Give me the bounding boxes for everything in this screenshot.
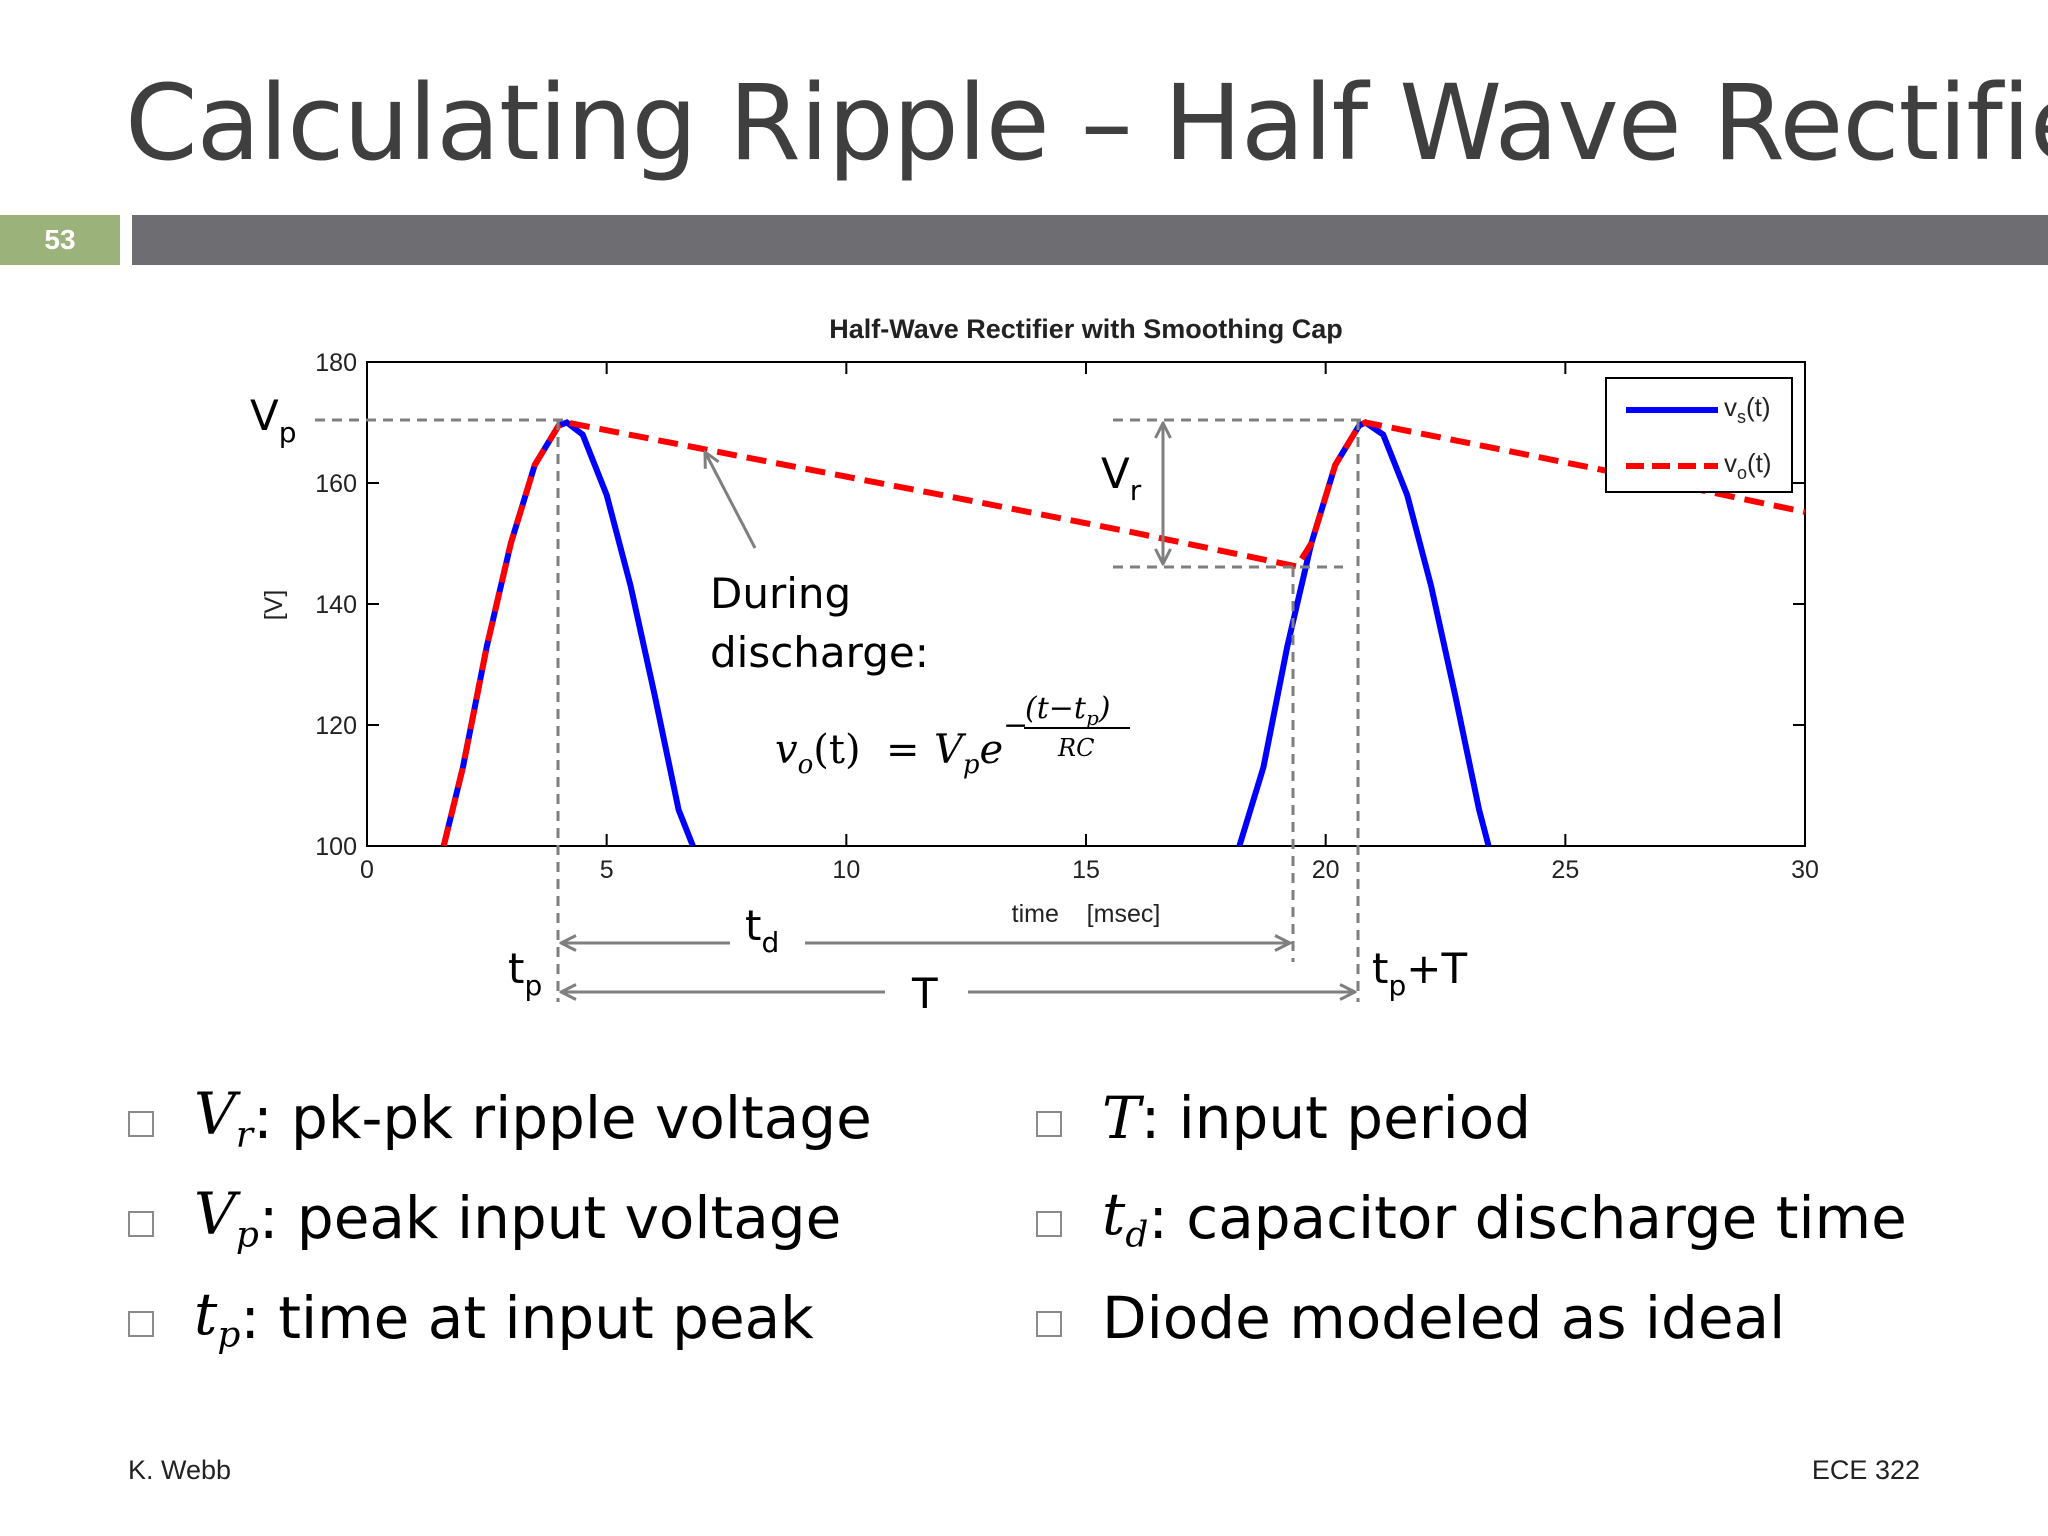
discharge-formula: vo(t) = Vpe − (t−tp) RC — [775, 691, 1130, 780]
title-bar — [132, 215, 2048, 265]
discharge-label-line2: discharge: — [710, 628, 929, 677]
y-tick-label: 160 — [315, 470, 357, 498]
svg-text:vo(t): vo(t) — [775, 727, 861, 780]
footer-author: K. Webb — [128, 1455, 232, 1485]
legend-label-vo: vo(t) — [1724, 448, 1772, 483]
legend-label-vs: vs(t) — [1724, 392, 1771, 427]
slide-title: Calculating Ripple – Half Wave Rectifier — [125, 62, 2048, 184]
discharge-pointer-arrow — [705, 452, 757, 549]
bullet-text: : input period — [1140, 1084, 1532, 1152]
bullet-box-icon — [1036, 1111, 1062, 1137]
bullet-box-icon — [1036, 1311, 1062, 1337]
bullet-text: : pk-pk ripple voltage — [253, 1084, 872, 1152]
bullet-symbol: td — [1102, 1180, 1149, 1256]
vr-label: Vr — [1101, 449, 1142, 507]
y-tick-label: 100 — [315, 833, 357, 861]
y-tick-label: 180 — [315, 349, 357, 377]
legend: vs(t) vo(t) — [1605, 377, 1793, 493]
bullet-text: : peak input voltage — [258, 1184, 842, 1252]
bullet-symbol: Vp — [194, 1180, 259, 1256]
bullet-text: : capacitor discharge time — [1148, 1184, 1907, 1252]
x-tick-label: 0 — [360, 856, 374, 884]
bullet-period: T: input period — [1036, 1068, 1907, 1168]
tpT-label: tp+T — [1372, 944, 1467, 1002]
svg-text:(t−tp): (t−tp) — [1025, 691, 1110, 730]
bullet-box-icon — [128, 1111, 154, 1137]
svg-text:=: = — [886, 727, 920, 773]
svg-text:−: − — [1003, 708, 1028, 743]
footer-course: ECE 322 — [1811, 1455, 1920, 1485]
bullet-tp: tp: time at input peak — [128, 1268, 872, 1368]
svg-text:Vpe: Vpe — [934, 727, 1003, 780]
x-axis-label: time [msec] — [1012, 900, 1161, 928]
x-tick-label: 25 — [1551, 856, 1579, 884]
plot-area — [366, 361, 1806, 847]
y-axis-label: [V] — [260, 590, 288, 621]
bullet-list-right: T: input period td: capacitor discharge … — [1036, 1068, 1907, 1368]
vp-label: Vp — [250, 391, 297, 449]
bullet-vp: Vp: peak input voltage — [128, 1168, 872, 1268]
bullet-symbol: tp — [194, 1280, 241, 1356]
bullet-vr: Vr: pk-pk ripple voltage — [128, 1068, 872, 1168]
y-tick-label: 120 — [315, 712, 357, 740]
bullet-text: Diode modeled as ideal — [1102, 1284, 1786, 1352]
axis-ticks: 0 5 10 15 20 25 30 100 120 140 160 180 — [315, 349, 1819, 884]
chart-title: Half-Wave Rectifier with Smoothing Cap — [829, 314, 1343, 344]
bullet-diode: Diode modeled as ideal — [1036, 1268, 1907, 1368]
chart-figure: Half-Wave Rectifier with Smoothing Cap 0… — [250, 314, 1819, 1018]
x-tick-label: 30 — [1791, 856, 1819, 884]
bullet-symbol: Vr — [194, 1080, 254, 1156]
bullet-box-icon — [128, 1211, 154, 1237]
guide-lines — [315, 418, 1363, 1002]
td-label: td — [745, 901, 779, 959]
x-tick-label: 20 — [1312, 856, 1340, 884]
bullet-text: : time at input peak — [240, 1284, 814, 1352]
slide-number: 53 — [0, 215, 120, 265]
bullet-box-icon — [1036, 1211, 1062, 1237]
x-tick-label: 5 — [600, 856, 614, 884]
bullet-list-left: Vr: pk-pk ripple voltage Vp: peak input … — [128, 1068, 872, 1368]
period-label: T — [911, 969, 938, 1018]
y-tick-label: 140 — [315, 591, 357, 619]
x-tick-label: 15 — [1072, 856, 1100, 884]
discharge-label-line1: During — [710, 569, 851, 618]
bullet-box-icon — [128, 1311, 154, 1337]
bullet-symbol: T — [1102, 1084, 1141, 1152]
tp-label: tp — [508, 944, 542, 1002]
svg-text:RC: RC — [1057, 734, 1094, 762]
bullet-td: td: capacitor discharge time — [1036, 1168, 1907, 1268]
x-tick-label: 10 — [832, 856, 860, 884]
